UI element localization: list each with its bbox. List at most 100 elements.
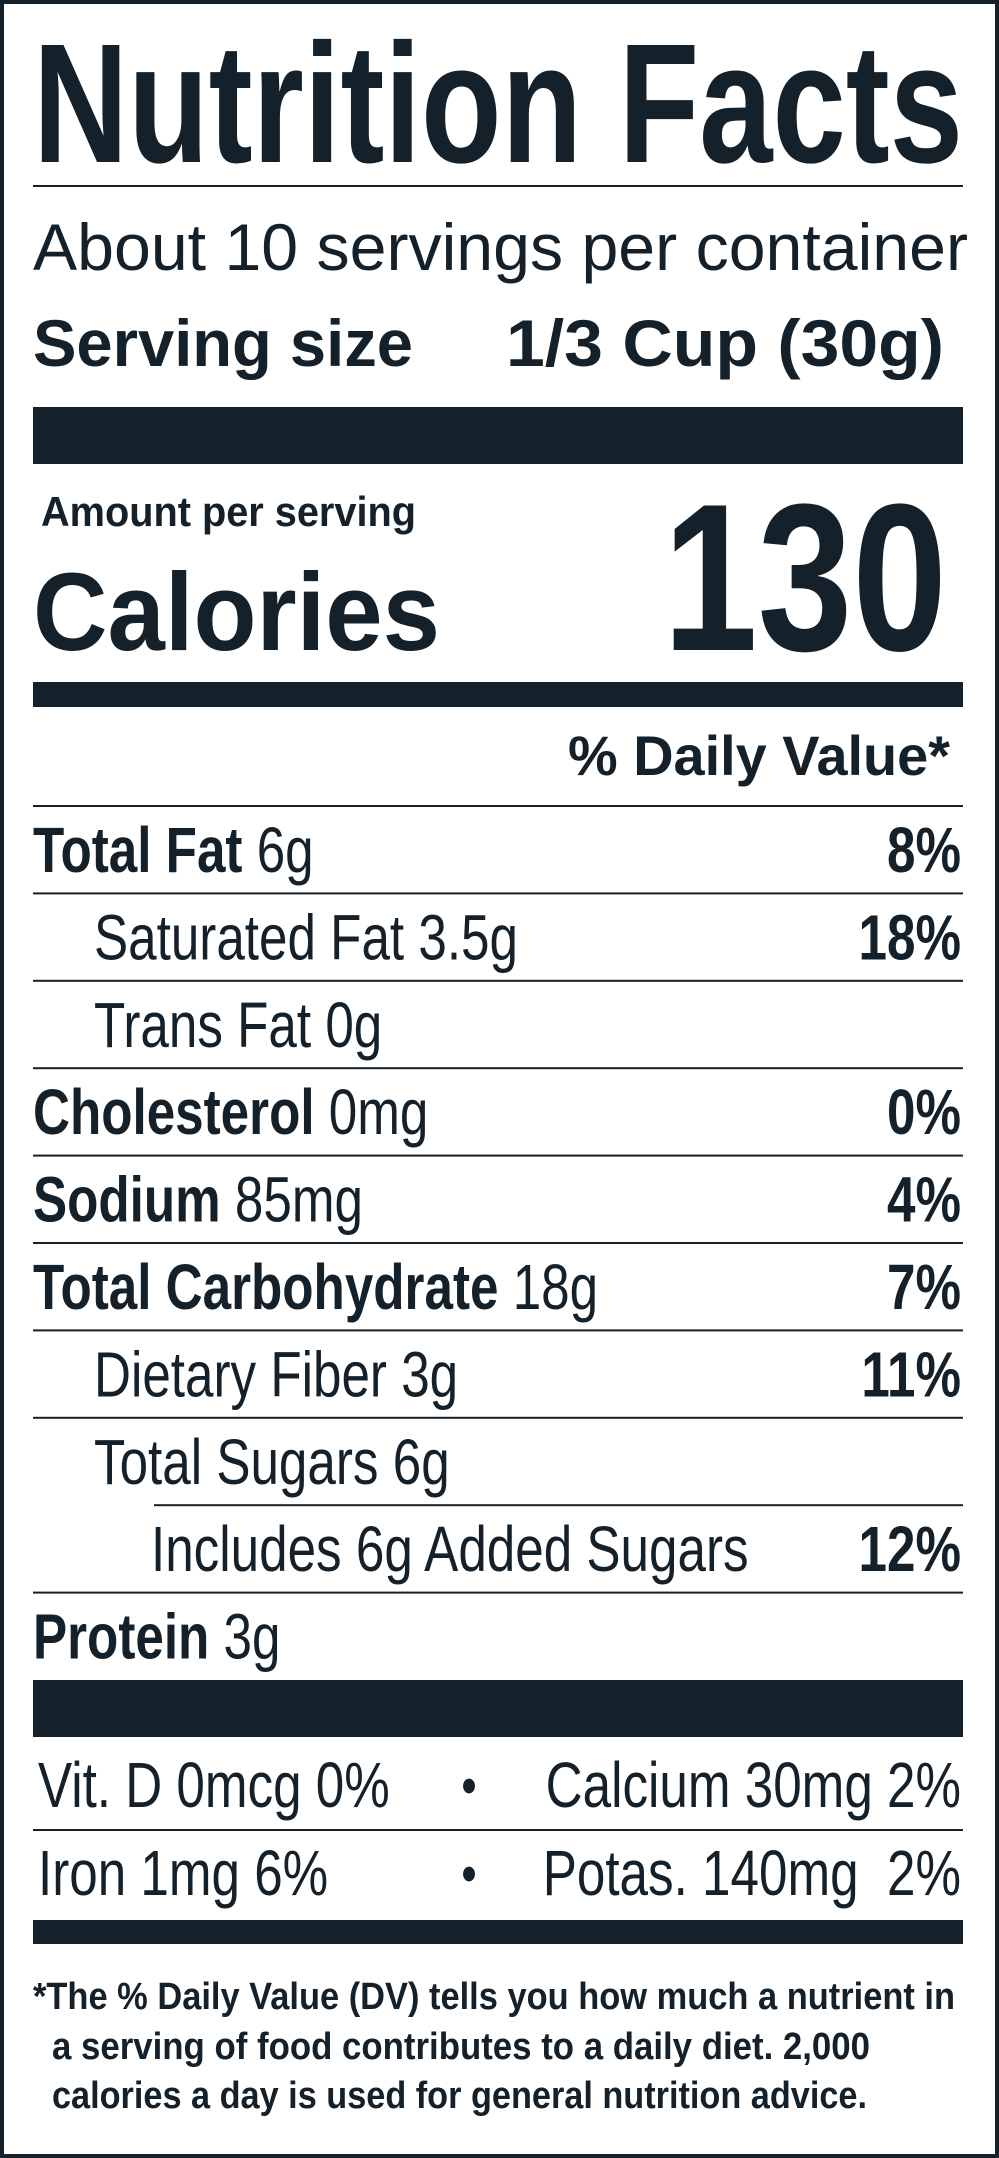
nutrient-dv: 4% [887,1165,961,1236]
footnote-line: calories a day is used for general nutri… [52,2075,867,2117]
nutrient-amount: 3.5g [418,903,518,974]
nutrient-row: Saturated Fat 3.5g [94,903,518,974]
nutrient-row-group: Trans Fat 0g [94,990,382,1061]
nutrient-row: Dietary Fiber 3g [94,1340,458,1411]
nutrient-dv: 8% [887,816,961,887]
nutrient-gap [311,990,325,1061]
nutrient-row: Trans Fat 0g [94,990,382,1061]
nutrient-dv: 18% [859,903,961,974]
nutrient-name: Total Carbohydrate [33,1253,498,1324]
divider-line [33,1154,963,1157]
medium-bar [33,1920,963,1944]
nutrient-dv: 7% [887,1253,961,1324]
footnote-line: a serving of food contributes to a daily… [52,2026,870,2068]
nutrient-row-group: Includes 6g Added Sugars [151,1515,749,1586]
nutrient-dv-group: 8% [887,816,961,887]
servings: About 10 servings per container [33,210,968,284]
medium-bar [33,682,963,707]
nutrient-row-group: Dietary Fiber 3g [94,1340,458,1411]
nutrient-name: Total Fat [33,816,242,887]
vitamin-right-group: Potas. 140mg 2% [543,1839,961,1910]
footnote-line: *The % Daily Value (DV) tells you how mu… [33,1976,955,2018]
nutrient-gap [242,816,256,887]
nutrient-dv: 0% [887,1078,961,1149]
nutrient-dv-group: 4% [887,1165,961,1236]
nutrient-name: Trans Fat [94,990,311,1061]
calories-value: 130 [663,460,947,695]
nutrient-name: Saturated Fat [94,903,404,974]
divider-line [154,1504,963,1507]
nutrient-name: Includes 6g Added Sugars [151,1515,749,1586]
vitamin-separator-group: • [462,1756,477,1815]
nutrient-amount: 0g [325,990,382,1061]
nutrient-amount: 6g [257,816,314,887]
vitamin-right: Potas. 140mg 2% [543,1839,961,1910]
divider-line [33,1591,963,1594]
vitamin-separator-group: • [462,1844,477,1903]
calories-label: Calories [33,551,440,674]
nutrient-gap [379,1427,393,1498]
nutrient-dv-group: 0% [887,1078,961,1149]
thick-bar [33,1680,963,1737]
nutrient-name: Dietary Fiber [94,1340,387,1411]
divider-line [33,805,963,807]
vitamin-right: Calcium 30mg 2% [546,1751,961,1822]
nutrient-amount: 6g [393,1427,450,1498]
nutrient-dv: 11% [861,1340,961,1411]
divider-line [33,892,963,895]
vitamin-separator: • [462,1844,477,1903]
nutrient-row-group: Protein 3g [33,1602,281,1673]
nutrient-amount: 3g [224,1602,281,1673]
nutrient-dv: 12% [859,1515,961,1586]
nutrient-row-group: Saturated Fat 3.5g [94,903,518,974]
serving-size-label: Serving size [33,306,413,380]
nutrient-row-group: Total Sugars 6g [94,1427,450,1498]
nutrient-row: Total Fat 6g [33,816,314,887]
nutrient-dv-group: 18% [859,903,961,974]
daily-value-header: % Daily Value* [568,724,950,787]
nutrient-gap [404,903,418,974]
amount-per-serving: Amount per serving [41,488,416,535]
nutrient-row-group: Total Fat 6g [33,816,314,887]
nutrient-row: Sodium 85mg [33,1165,363,1236]
nutrient-gap [209,1602,223,1673]
vitamin-right-group: Calcium 30mg 2% [546,1751,961,1822]
divider-line [33,1067,963,1070]
nutrient-row: Protein 3g [33,1602,281,1673]
nutrient-gap [498,1253,512,1324]
vitamin-left-group: Vit. D 0mcg 0% [38,1751,390,1822]
nutrient-gap [387,1340,401,1411]
divider-line [33,1829,963,1831]
nutrient-amount: 18g [513,1253,598,1324]
nutrient-name: Cholesterol [33,1078,315,1149]
vitamin-left: Iron 1mg 6% [38,1839,328,1910]
divider-line [33,185,963,187]
serving-size: 1/3 Cup (30g) [506,306,944,380]
nutrient-dv-group: 7% [887,1253,961,1324]
thick-bar [33,407,963,464]
nutrient-dv-group: 11% [861,1340,961,1411]
nutrient-amount: 0mg [329,1078,429,1149]
vitamin-left-group: Iron 1mg 6% [38,1839,328,1910]
divider-line [33,1416,963,1419]
vitamin-separator: • [462,1756,477,1815]
nutrient-row: Cholesterol 0mg [33,1078,428,1149]
divider-line [33,1329,963,1332]
nutrient-row-group: Sodium 85mg [33,1165,363,1236]
nutrient-gap [221,1165,235,1236]
nutrient-gap [315,1078,329,1149]
nutrient-row-group: Total Carbohydrate 18g [33,1253,598,1324]
divider-line [33,1242,963,1244]
nutrient-dv-group: 12% [859,1515,961,1586]
divider-line [33,979,963,982]
vitamin-left: Vit. D 0mcg 0% [38,1751,390,1822]
nutrient-amount: 85mg [235,1165,363,1236]
nutrient-row: Total Sugars 6g [94,1427,450,1498]
title: Nutrition Facts [33,9,963,199]
nutrient-name: Total Sugars [94,1427,379,1498]
nutrient-name: Protein [33,1602,209,1673]
nutrient-row-group: Cholesterol 0mg [33,1078,428,1149]
